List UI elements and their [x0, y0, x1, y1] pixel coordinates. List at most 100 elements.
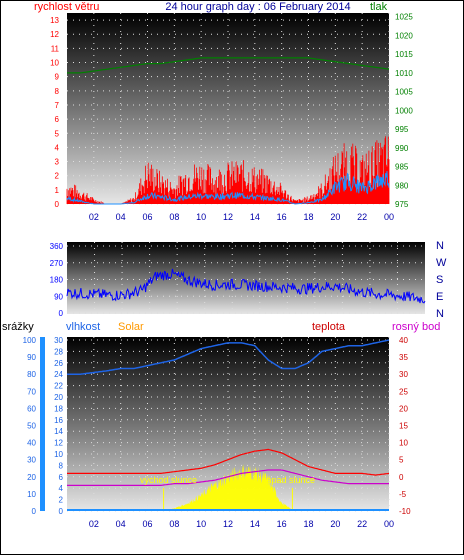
x-tick-label: 06: [142, 519, 152, 529]
sunset-label: západ slunce: [262, 475, 315, 485]
wind-tick-label: 13: [50, 16, 59, 25]
direction-tick-label: 360: [50, 242, 64, 251]
x-tick-label: 12: [223, 212, 233, 222]
humidity-tick-label: 2: [59, 496, 64, 505]
direction-tick-label: 0: [59, 309, 64, 318]
humidity-axis-title: vlhkost: [66, 321, 100, 333]
x-tick-label: 08: [169, 519, 179, 529]
graph-title: 24 hour graph day : 06 February 2014: [165, 1, 350, 13]
wind-tick-label: 10: [50, 59, 59, 68]
temperature-tick-label: 30: [399, 370, 408, 379]
x-tick-label: 16: [277, 212, 287, 222]
x-tick-label: 04: [116, 212, 126, 222]
wind-tick-label: 9: [55, 73, 60, 82]
wind-direction-series: [66, 268, 426, 304]
compass-label: N: [436, 240, 444, 252]
rain-tick-label: 70: [27, 387, 36, 396]
compass-label: S: [436, 274, 443, 286]
rain-tick-label: 10: [27, 490, 36, 499]
compass-label: W: [436, 257, 447, 269]
humidity-tick-label: 22: [54, 382, 63, 391]
x-tick-label: 10: [196, 212, 206, 222]
x-tick-label: 20: [330, 212, 340, 222]
wind-tick-label: 6: [55, 115, 60, 124]
wind-tick-label: 1: [55, 186, 60, 195]
x-tick-label: 10: [196, 519, 206, 529]
humidity-tick-label: 10: [54, 450, 63, 459]
x-tick-label: 16: [277, 519, 287, 529]
solar-area: [163, 463, 293, 511]
temperature-tick-label: -10: [399, 507, 411, 516]
pressure-tick-label: 1020: [395, 31, 413, 40]
temperature-tick-label: 0: [399, 473, 404, 482]
x-tick-label: 22: [357, 519, 367, 529]
pressure-tick-label: 980: [395, 181, 409, 190]
temperature-tick-label: 25: [399, 387, 408, 396]
humidity-tick-label: 14: [54, 427, 63, 436]
x-tick-label: 20: [330, 519, 340, 529]
compass-label: N: [436, 308, 444, 320]
humidity-tick-label: 6: [59, 473, 64, 482]
weather-panel-ticks: 02 04 06 08 10 12 14 16 18 20 22 000246810121416182…: [23, 336, 411, 529]
rain-tick-label: 20: [27, 473, 36, 482]
x-tick-label: 12: [223, 519, 233, 529]
humidity-tick-label: 18: [54, 404, 63, 413]
pressure-tick-label: 975: [395, 200, 409, 209]
rain-tick-label: 50: [27, 422, 36, 431]
humidity-tick-label: 12: [54, 439, 63, 448]
dewpoint-series: [67, 469, 389, 486]
direction-tick-label: 270: [50, 259, 64, 268]
x-tick-label: 18: [303, 212, 313, 222]
wind-tick-label: 2: [55, 172, 60, 181]
solar-axis-title: Solar: [118, 321, 144, 333]
x-tick-label: 00: [384, 212, 394, 222]
x-tick-label: 02: [89, 212, 99, 222]
pressure-tick-label: 1025: [395, 13, 413, 22]
x-tick-label: 04: [116, 519, 126, 529]
pressure-tick-label: 990: [395, 144, 409, 153]
pressure-series: [67, 57, 390, 74]
rain-axis-title: srážky: [2, 321, 34, 333]
wind-panel-series: [66, 57, 390, 205]
x-tick-label: 18: [303, 519, 313, 529]
temperature-tick-label: 15: [399, 422, 408, 431]
wind-tick-label: 8: [55, 87, 60, 96]
pressure-tick-label: 1015: [395, 50, 413, 59]
dewpoint-axis-title: rosný bod: [392, 321, 440, 333]
humidity-tick-label: 8: [59, 461, 64, 470]
pressure-tick-label: 995: [395, 125, 409, 134]
humidity-tick-label: 24: [54, 370, 63, 379]
x-tick-label: 02: [89, 519, 99, 529]
rain-tick-label: 30: [27, 456, 36, 465]
x-tick-label: 14: [250, 519, 260, 529]
rain-scale-bar: [40, 337, 45, 511]
temperature-tick-label: 20: [399, 404, 408, 413]
x-tick-label: 06: [142, 212, 152, 222]
rain-tick-label: 90: [27, 353, 36, 362]
x-tick-label: 22: [357, 212, 367, 222]
humidity-tick-label: 0: [59, 507, 64, 516]
wind-panel-ticks: 02 04 06 08 10 12 14 16 18 20 22 000123456789101112…: [50, 13, 413, 222]
wind-tick-label: 0: [55, 200, 60, 209]
direction-panel-background: [67, 242, 425, 314]
wind-tick-label: 3: [55, 158, 60, 167]
weather-panel-series: [67, 339, 390, 511]
humidity-tick-label: 30: [54, 336, 63, 345]
x-tick-label: 00: [384, 519, 394, 529]
wind-tick-label: 11: [51, 44, 60, 53]
humidity-tick-label: 4: [59, 484, 64, 493]
direction-tick-label: 90: [54, 292, 63, 301]
wind-axis-title: rychlost větru: [34, 1, 99, 13]
direction-panel-series: [66, 268, 426, 304]
sunrise-label: východ slunce: [140, 475, 197, 485]
rain-tick-label: 60: [27, 404, 36, 413]
rain-tick-label: 0: [32, 507, 37, 516]
humidity-tick-label: 16: [54, 416, 63, 425]
direction-tick-label: 180: [50, 276, 64, 285]
pressure-tick-label: 1010: [395, 69, 413, 78]
humidity-series: [67, 339, 390, 375]
rain-tick-label: 100: [23, 336, 37, 345]
x-tick-label: 08: [169, 212, 179, 222]
